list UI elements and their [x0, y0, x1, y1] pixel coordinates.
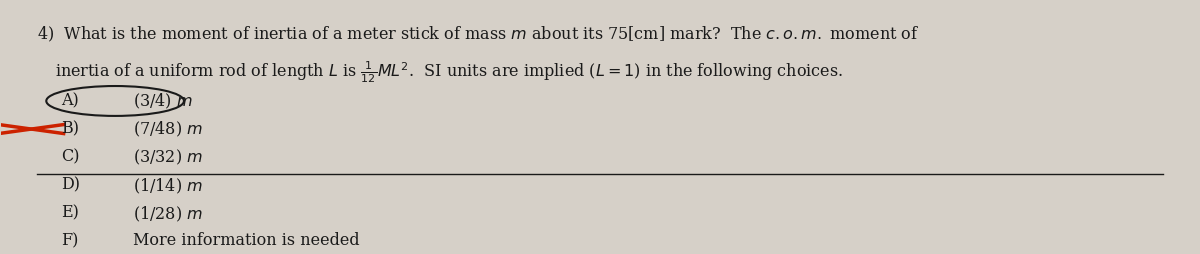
Text: C): C)	[61, 148, 79, 165]
Text: (1/14) $m$: (1/14) $m$	[133, 176, 203, 195]
Text: (7/48) $m$: (7/48) $m$	[133, 120, 203, 139]
Text: More information is needed: More information is needed	[133, 232, 360, 248]
Text: (3/4) $m$: (3/4) $m$	[133, 92, 193, 111]
Text: inertia of a uniform rod of length $L$ is $\frac{1}{12}ML^2$.  SI units are impl: inertia of a uniform rod of length $L$ i…	[55, 59, 844, 85]
Text: F): F)	[61, 232, 79, 248]
Text: (3/32) $m$: (3/32) $m$	[133, 148, 203, 167]
Text: B): B)	[61, 120, 79, 137]
Text: D): D)	[61, 176, 80, 193]
Text: A): A)	[61, 92, 79, 108]
Text: E): E)	[61, 203, 79, 220]
Text: (1/28) $m$: (1/28) $m$	[133, 203, 203, 223]
Text: 4)  What is the moment of inertia of a meter stick of mass $m$ about its 75[cm] : 4) What is the moment of inertia of a me…	[37, 25, 919, 44]
